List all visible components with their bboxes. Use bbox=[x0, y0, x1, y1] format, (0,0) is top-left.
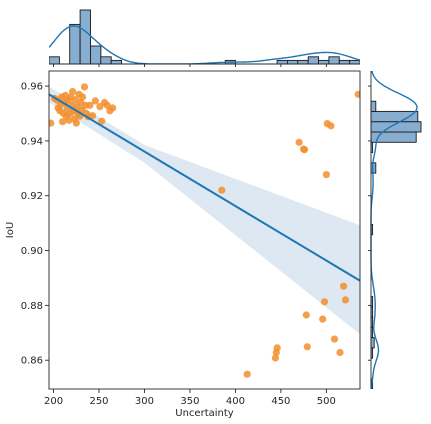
x-tick-label: 500 bbox=[317, 396, 336, 407]
scatter-point bbox=[320, 298, 329, 306]
x-tick-label: 350 bbox=[180, 396, 199, 407]
scatter-point bbox=[49, 119, 55, 127]
x-axis-title: Uncertainty bbox=[175, 408, 234, 419]
scatter-point bbox=[86, 101, 94, 109]
main-axes: 200 250 300 350 400 450 500 0.860.880.900.920.… bbox=[5, 70, 361, 419]
top-histogram-bar bbox=[338, 59, 351, 64]
scatter-point bbox=[80, 83, 89, 91]
y-tick-label: 0.94 bbox=[21, 136, 43, 147]
right-marginal-axes bbox=[368, 71, 422, 389]
top-histogram-bar bbox=[307, 56, 320, 64]
right-histogram-bar bbox=[370, 110, 419, 123]
top-marginal-ticks bbox=[53, 64, 327, 67]
top-marginal-kde-line bbox=[49, 25, 360, 64]
top-histogram-bar bbox=[49, 56, 60, 64]
x-tick-label: 200 bbox=[44, 396, 63, 407]
scatter-point bbox=[330, 335, 339, 343]
y-tick-label: 0.86 bbox=[21, 356, 43, 367]
scatter-point bbox=[336, 348, 344, 357]
scatter-point bbox=[354, 90, 360, 98]
x-axis-ticks: 200 250 300 350 400 450 500 bbox=[44, 389, 336, 407]
top-histogram-bar bbox=[79, 9, 91, 64]
scatter-point bbox=[89, 112, 97, 120]
scatter-point bbox=[319, 315, 327, 323]
y-axis-title: IoU bbox=[5, 222, 16, 238]
scatter-point bbox=[72, 119, 80, 127]
scatter-point bbox=[79, 93, 87, 101]
scatter-point bbox=[340, 282, 348, 290]
scatter-point bbox=[69, 88, 77, 96]
top-histogram-bar bbox=[328, 56, 340, 64]
top-histogram-bar bbox=[318, 59, 330, 64]
right-histogram-bar bbox=[370, 337, 375, 349]
top-histogram-bar bbox=[69, 23, 81, 64]
scatter-point bbox=[302, 311, 310, 319]
scatter-point bbox=[295, 138, 303, 146]
scatter-point bbox=[271, 354, 279, 362]
scatter-point bbox=[91, 97, 99, 105]
top-histogram-bar bbox=[90, 45, 102, 64]
top-histogram-bar bbox=[110, 59, 123, 64]
x-tick-label: 300 bbox=[135, 396, 154, 407]
x-tick-label: 450 bbox=[271, 396, 290, 407]
top-histogram-bar bbox=[276, 59, 288, 64]
scatter-point bbox=[327, 122, 335, 130]
y-tick-label: 0.92 bbox=[21, 191, 43, 202]
x-tick-label: 250 bbox=[89, 396, 108, 407]
scatter-point bbox=[243, 370, 251, 378]
scatter-point bbox=[96, 103, 104, 111]
x-tick-label: 400 bbox=[226, 396, 245, 407]
scatter-point bbox=[300, 146, 309, 154]
top-histogram-bar bbox=[286, 59, 299, 64]
top-marginal-axes bbox=[49, 9, 360, 67]
top-histogram-bar bbox=[349, 59, 360, 64]
top-marginal-histogram bbox=[49, 9, 360, 64]
scatter-points bbox=[49, 83, 360, 378]
scatter-point bbox=[59, 118, 67, 126]
y-tick-label: 0.88 bbox=[21, 301, 43, 312]
main-plot-frame bbox=[48, 70, 361, 390]
scatter-point bbox=[65, 116, 73, 124]
scatter-point bbox=[98, 117, 106, 125]
right-histogram-bar bbox=[370, 100, 377, 112]
scatter-point bbox=[303, 343, 311, 351]
y-tick-label: 0.90 bbox=[21, 246, 43, 257]
scatter-point bbox=[109, 104, 117, 112]
scatter-point bbox=[103, 101, 111, 109]
top-histogram-bar bbox=[100, 56, 112, 64]
scatter-point bbox=[218, 186, 226, 194]
scatter-point bbox=[71, 96, 79, 104]
y-tick-label: 0.96 bbox=[21, 82, 43, 93]
regression-line bbox=[49, 93, 360, 282]
y-axis-ticks: 0.86 0.88 0.90 0.92 0.94 0.96 bbox=[21, 82, 49, 367]
regression-confidence-band bbox=[49, 86, 360, 335]
scatter-point bbox=[322, 171, 330, 179]
top-histogram-bar bbox=[297, 59, 309, 64]
right-marginal-ticks bbox=[368, 85, 371, 361]
scatter-point bbox=[273, 344, 281, 352]
scatter-point bbox=[341, 296, 350, 304]
